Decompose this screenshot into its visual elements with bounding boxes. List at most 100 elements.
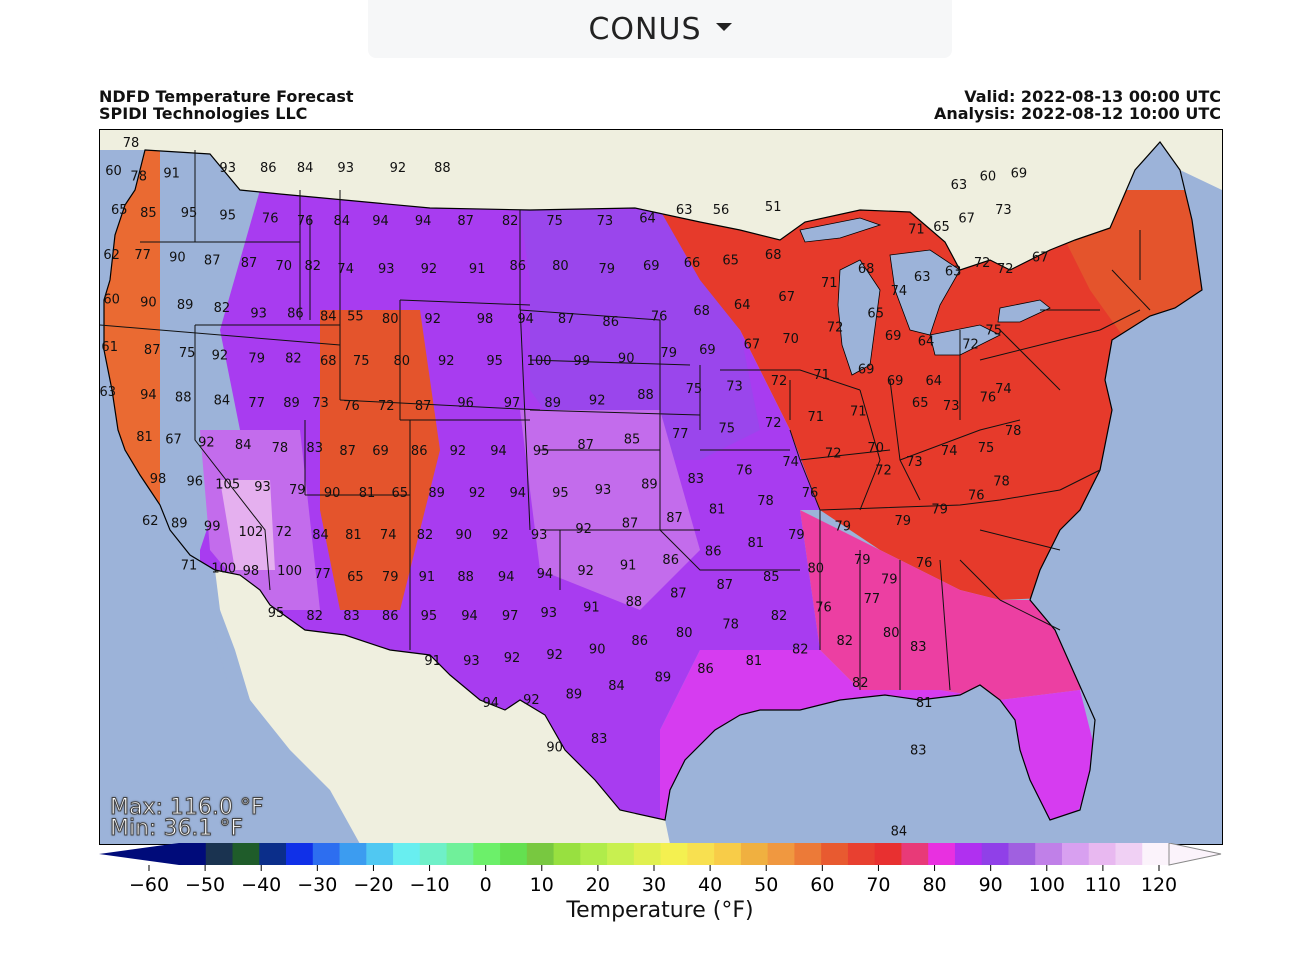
- map-source: SPIDI Technologies LLC: [99, 104, 308, 123]
- temperature-label: 62: [103, 248, 120, 263]
- colorbar-swatch: [981, 843, 1010, 865]
- temperature-label: 82: [852, 676, 869, 691]
- temperature-label: 76: [815, 601, 832, 616]
- temperature-label: 65: [933, 220, 950, 235]
- temperature-label: 93: [378, 262, 395, 277]
- lake: [889, 249, 961, 336]
- temperature-label: 88: [637, 388, 654, 403]
- temperature-label: 72: [974, 256, 991, 271]
- temperature-label: 73: [906, 455, 923, 470]
- temperature-label: 88: [434, 161, 451, 176]
- temperature-label: 65: [392, 486, 409, 501]
- colorbar-swatch: [179, 843, 207, 865]
- colorbar-swatch: [740, 843, 769, 865]
- temperature-label: 76: [343, 399, 360, 414]
- state-border: [1059, 469, 1101, 491]
- colorbar-swatch: [1088, 843, 1117, 865]
- colorbar-swatch: [714, 843, 742, 865]
- temperature-label: 76: [980, 391, 997, 406]
- temperature-label: 96: [187, 475, 204, 490]
- temperature-label: 93: [337, 161, 354, 176]
- temperature-label: 92: [492, 528, 509, 543]
- temperature-label: 88: [626, 595, 643, 610]
- temperature-label: 76: [651, 309, 668, 324]
- colorbar-swatch: [232, 843, 260, 865]
- temperature-label: 60: [105, 164, 122, 179]
- temperature-label: 72: [771, 374, 788, 389]
- temperature-label: 69: [858, 363, 875, 378]
- state-border: [819, 489, 1061, 511]
- temperature-label: 80: [883, 626, 900, 641]
- temperature-label: 81: [359, 486, 376, 501]
- lake: [837, 259, 881, 376]
- great-lakes: [799, 217, 1051, 376]
- temperature-label: 68: [693, 304, 710, 319]
- temperature-label: 88: [175, 391, 192, 406]
- state-borders: [100, 150, 1151, 691]
- colorbar-swatch: [500, 843, 528, 865]
- state-border: [999, 329, 1061, 391]
- colorbar-tick-label: 60: [810, 874, 834, 896]
- colorbar-tick-label: −20: [353, 874, 393, 896]
- region-selector[interactable]: CONUS: [368, 0, 952, 58]
- temperature-label: 87: [666, 511, 683, 526]
- colorbar-tick-label: 50: [754, 874, 778, 896]
- map-header-left: NDFD Temperature Forecast SPIDI Technolo…: [99, 88, 354, 122]
- analysis-time: Analysis: 2022-08-12 10:00 UTC: [933, 104, 1221, 123]
- temperature-label: 87: [577, 438, 594, 453]
- colorbar-swatch: [205, 843, 234, 865]
- temperature-label: 82: [417, 528, 434, 543]
- temperature-label: 86: [411, 444, 428, 459]
- colorbar-tick-label: 100: [1029, 874, 1065, 896]
- temperature-label: 84: [608, 679, 625, 694]
- temperature-label: 100: [277, 564, 302, 579]
- temperature-label: 98: [150, 472, 167, 487]
- temperature-label: 87: [241, 256, 258, 271]
- temperature-label: 72: [962, 337, 979, 352]
- colorbar-swatch: [419, 843, 448, 865]
- temperature-label: 71: [808, 410, 825, 425]
- temperature-label: 65: [867, 307, 884, 322]
- temperature-label: 92: [421, 262, 438, 277]
- state-border: [100, 324, 341, 346]
- temperature-map: 78 60 78 91 93 86 84 93 92 88 65 85 95 95 76 76 84 94 94 87…: [99, 129, 1223, 845]
- colorbar-swatch: [526, 843, 555, 865]
- colorbar-tick-label: 20: [586, 874, 610, 896]
- colorbar-swatch: [607, 843, 635, 865]
- map-header-right: Valid: 2022-08-13 00:00 UTC Analysis: 20…: [934, 88, 1221, 122]
- temperature-label: 78: [272, 441, 289, 456]
- temperature-label: 83: [306, 441, 323, 456]
- temperature-label: 69: [885, 329, 902, 344]
- colorbar-tick-label: −50: [185, 874, 225, 896]
- temperature-label: 92: [589, 393, 606, 408]
- temperature-label: 79: [854, 553, 871, 568]
- mexico-land: [215, 570, 670, 844]
- temperature-label: 67: [165, 433, 182, 448]
- colorbar-swatch: [393, 843, 421, 865]
- temperature-label: 69: [699, 343, 716, 358]
- colorbar-swatch: [767, 843, 796, 865]
- temperature-label: 69: [1011, 167, 1028, 182]
- temperature-label: 94: [483, 696, 500, 711]
- temperature-label: 83: [910, 640, 927, 655]
- state-border: [529, 409, 701, 416]
- temperature-label: 94: [372, 214, 389, 229]
- temperature-label: 94: [510, 486, 527, 501]
- temperature-label: 60: [103, 293, 120, 308]
- colorbar-tick-label: 90: [979, 874, 1003, 896]
- canada-land: [100, 130, 1222, 270]
- temperature-label: 92: [504, 651, 521, 666]
- temperature-label: 90: [455, 528, 472, 543]
- temperature-label: 80: [382, 312, 399, 327]
- temperature-label: 78: [757, 494, 774, 509]
- temperature-label: 85: [624, 433, 641, 448]
- colorbar-swatch: [794, 843, 822, 865]
- temperature-label: 79: [788, 528, 805, 543]
- temperature-label: 71: [181, 559, 198, 574]
- temperature-label: 92: [575, 522, 592, 537]
- temperature-label: 105: [215, 477, 240, 492]
- temperature-label: 70: [867, 441, 884, 456]
- temperature-label: 80: [394, 354, 411, 369]
- temperature-label: 63: [951, 178, 968, 193]
- temperature-label: 77: [248, 396, 265, 411]
